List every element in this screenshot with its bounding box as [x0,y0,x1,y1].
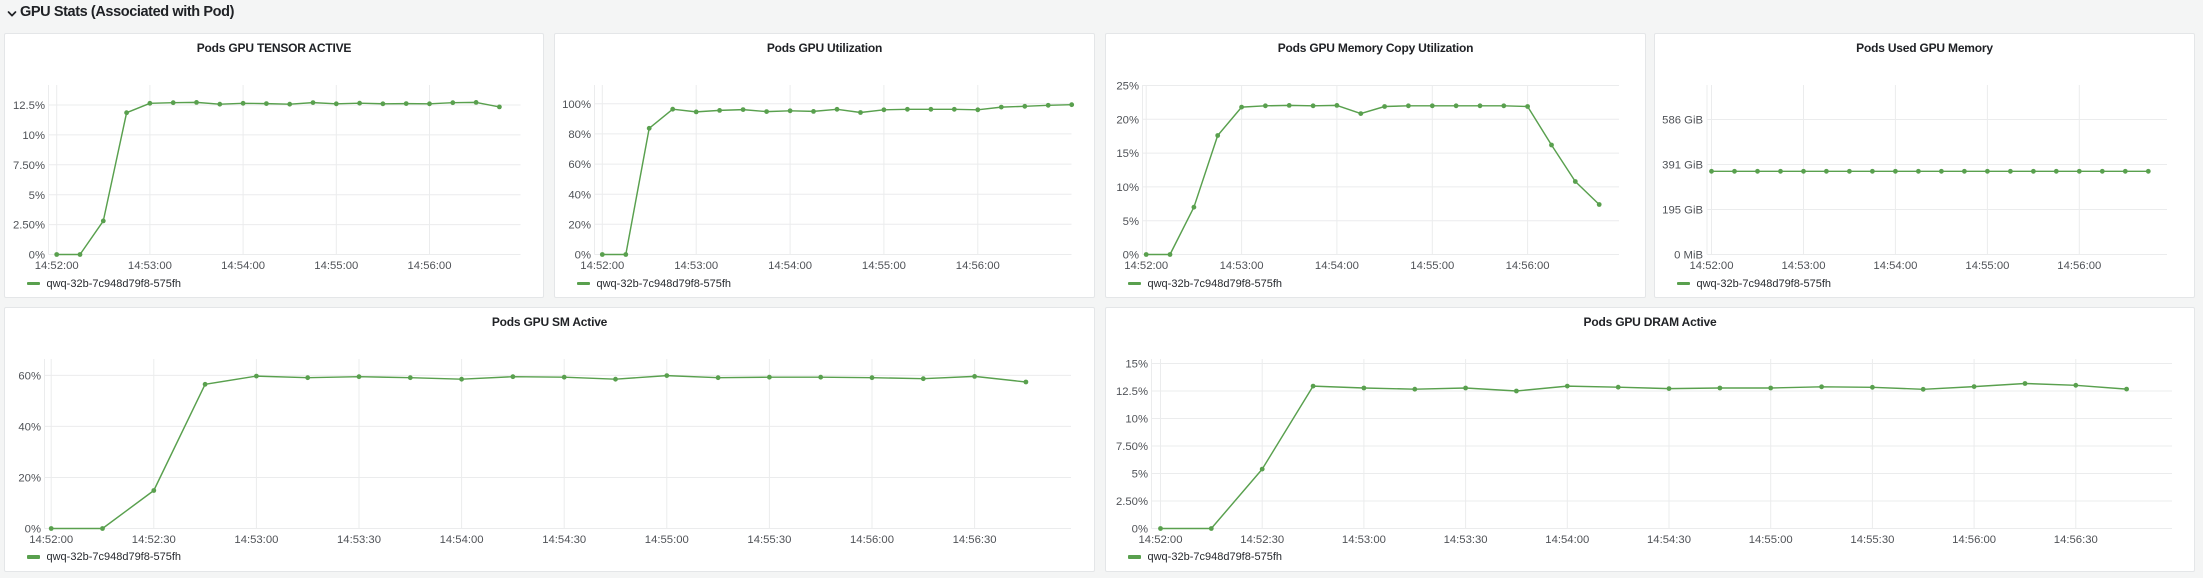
svg-text:14:53:00: 14:53:00 [1782,260,1826,272]
svg-text:14:56:00: 14:56:00 [850,534,894,546]
svg-text:0%: 0% [575,250,591,262]
svg-text:14:56:00: 14:56:00 [1506,260,1550,272]
svg-text:100%: 100% [562,99,591,111]
svg-text:14:53:00: 14:53:00 [234,534,278,546]
svg-text:7.50%: 7.50% [1116,441,1148,453]
svg-text:20%: 20% [568,219,591,231]
svg-text:14:53:00: 14:53:00 [128,260,172,272]
svg-text:391 GiB: 391 GiB [1662,160,1703,172]
svg-text:14:55:00: 14:55:00 [1965,260,2009,272]
svg-text:10%: 10% [1116,182,1139,194]
svg-text:12.5%: 12.5% [13,100,45,112]
svg-text:14:52:00: 14:52:00 [1139,534,1183,546]
svg-text:5%: 5% [1132,469,1148,481]
svg-text:14:56:00: 14:56:00 [408,260,452,272]
svg-text:40%: 40% [568,189,591,201]
svg-text:14:56:00: 14:56:00 [1952,534,1996,546]
svg-text:60%: 60% [18,371,41,383]
svg-text:20%: 20% [18,473,41,485]
svg-text:14:53:00: 14:53:00 [674,260,718,272]
svg-text:12.5%: 12.5% [1116,386,1148,398]
svg-text:0%: 0% [1123,250,1139,262]
svg-text:14:56:30: 14:56:30 [953,534,997,546]
svg-text:5%: 5% [1123,216,1139,228]
svg-text:14:52:00: 14:52:00 [1124,260,1168,272]
svg-text:14:55:30: 14:55:30 [1850,534,1894,546]
svg-text:195 GiB: 195 GiB [1662,205,1703,217]
svg-text:14:54:00: 14:54:00 [1315,260,1359,272]
svg-text:14:55:30: 14:55:30 [747,534,791,546]
svg-text:14:52:30: 14:52:30 [1240,534,1284,546]
svg-text:40%: 40% [18,422,41,434]
svg-text:14:55:00: 14:55:00 [314,260,358,272]
svg-text:14:54:00: 14:54:00 [440,534,484,546]
svg-text:14:55:00: 14:55:00 [1749,534,1793,546]
svg-text:0%: 0% [29,250,45,262]
svg-text:60%: 60% [568,159,591,171]
svg-text:15%: 15% [1125,359,1148,371]
svg-text:5%: 5% [29,190,45,202]
svg-text:14:52:00: 14:52:00 [35,260,79,272]
svg-text:14:55:00: 14:55:00 [1410,260,1454,272]
svg-text:14:54:30: 14:54:30 [542,534,586,546]
svg-text:14:56:00: 14:56:00 [2057,260,2101,272]
svg-text:586 GiB: 586 GiB [1662,115,1703,127]
svg-text:14:53:30: 14:53:30 [1444,534,1488,546]
svg-text:14:56:00: 14:56:00 [956,260,1000,272]
svg-text:7.50%: 7.50% [13,160,45,172]
svg-text:15%: 15% [1116,148,1139,160]
svg-text:14:56:30: 14:56:30 [2054,534,2098,546]
svg-text:0%: 0% [1132,524,1148,536]
svg-text:14:54:00: 14:54:00 [768,260,812,272]
svg-text:14:53:00: 14:53:00 [1220,260,1264,272]
svg-text:14:54:00: 14:54:00 [1545,534,1589,546]
svg-text:20%: 20% [1116,114,1139,126]
svg-text:14:54:00: 14:54:00 [1873,260,1917,272]
svg-text:14:55:00: 14:55:00 [862,260,906,272]
svg-text:0 MiB: 0 MiB [1674,250,1703,262]
svg-text:14:54:30: 14:54:30 [1647,534,1691,546]
svg-text:10%: 10% [1125,414,1148,426]
svg-text:14:52:30: 14:52:30 [132,534,176,546]
svg-text:80%: 80% [568,129,591,141]
svg-text:2.50%: 2.50% [13,220,45,232]
svg-text:14:53:30: 14:53:30 [337,534,381,546]
svg-text:14:52:00: 14:52:00 [1690,260,1734,272]
svg-text:14:52:00: 14:52:00 [580,260,624,272]
svg-text:25%: 25% [1116,81,1139,93]
svg-text:10%: 10% [22,130,45,142]
svg-text:14:53:00: 14:53:00 [1342,534,1386,546]
svg-text:14:52:00: 14:52:00 [29,534,73,546]
svg-text:2.50%: 2.50% [1116,496,1148,508]
svg-text:14:54:00: 14:54:00 [221,260,265,272]
svg-text:14:55:00: 14:55:00 [645,534,689,546]
svg-text:0%: 0% [25,524,41,536]
